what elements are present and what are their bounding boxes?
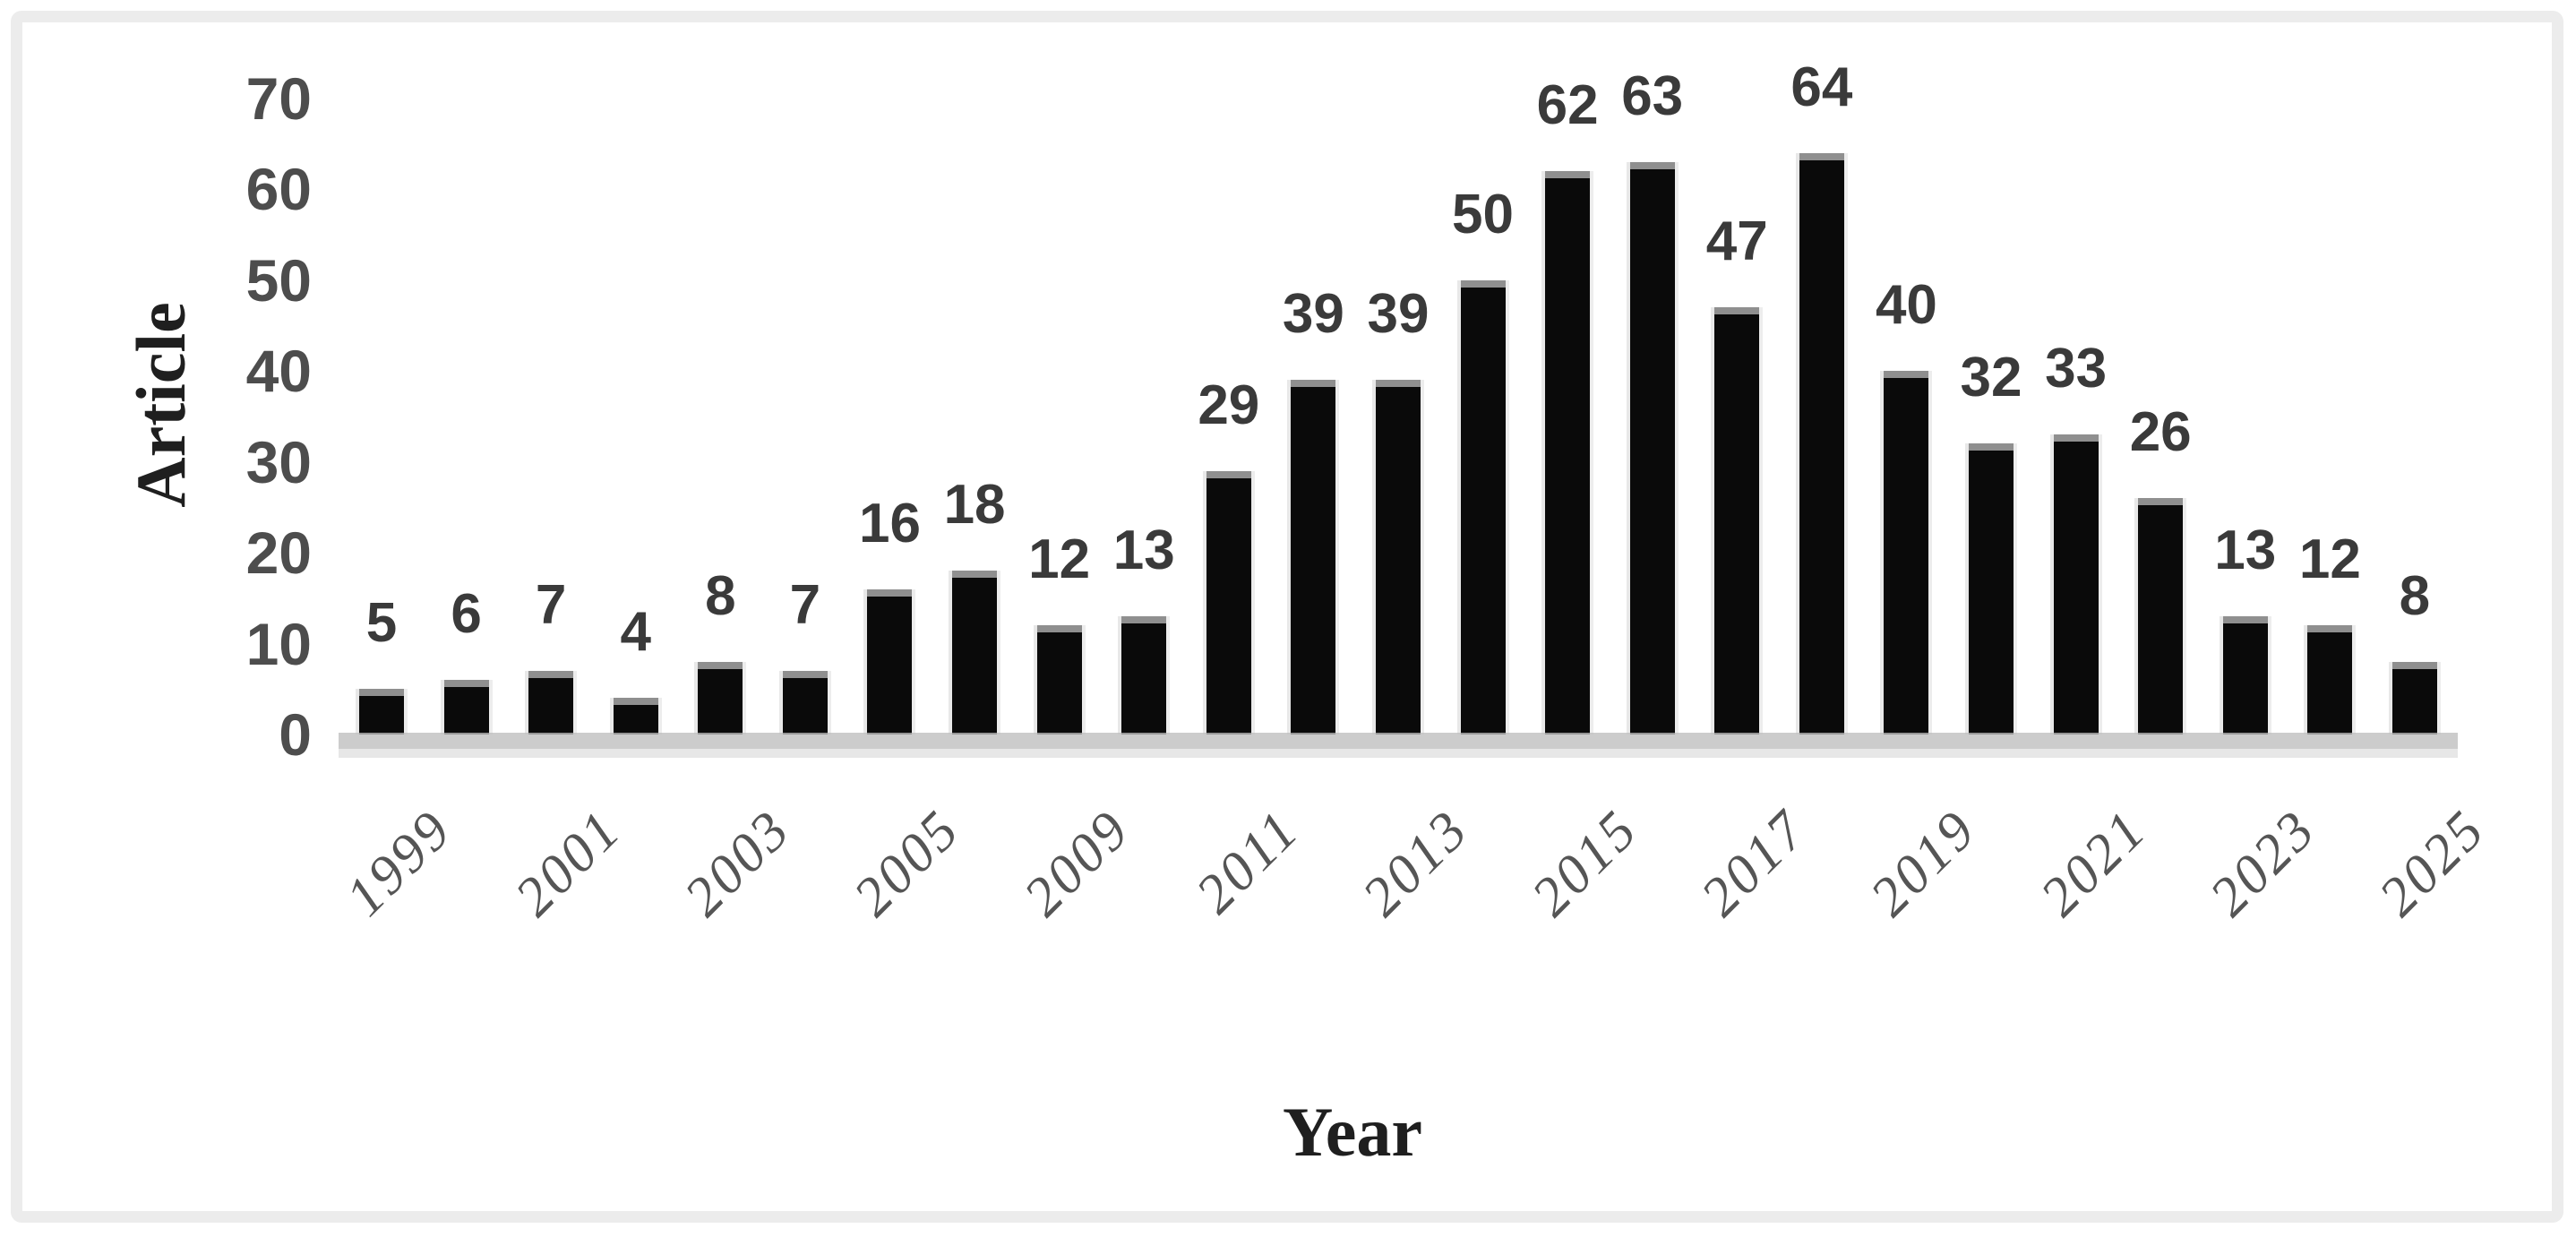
y-tick-label: 70	[245, 64, 312, 132]
bar-value-label: 7	[789, 574, 821, 636]
bar-value-label: 8	[705, 565, 736, 627]
y-tick-label: 10	[245, 610, 312, 677]
x-axis-line-shadow	[339, 749, 2458, 758]
bar	[1206, 471, 1251, 734]
bar-value-label: 18	[943, 474, 1006, 536]
bar	[1545, 171, 1591, 734]
bar	[1291, 380, 1336, 734]
bar	[867, 589, 913, 734]
bar-value-label: 39	[1367, 283, 1430, 345]
bar-value-label: 47	[1705, 210, 1768, 272]
bar	[1036, 625, 1082, 734]
bar-value-label: 29	[1198, 374, 1260, 436]
bar-value-label: 12	[2298, 528, 2361, 590]
bar-value-label: 4	[620, 601, 651, 663]
bar-value-label: 5	[365, 592, 398, 654]
bar-value-label: 33	[2045, 338, 2108, 399]
bar	[2222, 616, 2268, 734]
x-axis-line	[339, 733, 2458, 749]
bar	[1969, 443, 2014, 734]
bar-value-label: 40	[1875, 274, 1937, 336]
bar	[2307, 625, 2353, 734]
bar	[2053, 434, 2099, 734]
bar	[359, 689, 404, 734]
bar-value-label: 26	[2129, 401, 2192, 463]
bar	[1884, 371, 1929, 734]
y-tick-label: 20	[245, 520, 312, 587]
bar	[1799, 153, 1844, 734]
bar	[2138, 498, 2184, 734]
bar	[1121, 616, 1167, 734]
x-axis-title: Year	[1283, 1093, 1422, 1171]
bar-value-label: 39	[1282, 283, 1344, 345]
bar-value-label: 64	[1790, 56, 1853, 118]
y-tick-label: 60	[245, 156, 312, 223]
bar	[698, 662, 743, 734]
bar-value-label: 6	[451, 583, 482, 645]
bar-value-label: 32	[1960, 347, 2022, 408]
bar-value-label: 7	[535, 574, 567, 636]
bar	[952, 571, 998, 734]
bar-value-label: 62	[1536, 74, 1599, 136]
bar-value-label: 63	[1621, 65, 1684, 127]
bar-value-label: 50	[1452, 184, 1515, 245]
y-tick-label: 40	[245, 338, 312, 405]
bar	[1714, 307, 1760, 734]
bar	[782, 671, 828, 734]
bar	[2391, 662, 2437, 734]
figure-frame-border	[11, 11, 2563, 1223]
bar	[1460, 280, 1506, 734]
bar-value-label: 13	[1112, 520, 1175, 581]
y-tick-label: 50	[245, 246, 312, 314]
y-tick-label: 30	[245, 428, 312, 495]
bar	[1375, 380, 1421, 734]
bar-value-label: 12	[1028, 528, 1091, 590]
bar-value-label: 8	[2399, 565, 2431, 627]
bar	[613, 698, 658, 734]
bar-value-label: 16	[858, 493, 921, 554]
bar	[1629, 162, 1675, 734]
bar	[443, 680, 489, 734]
bar-value-label: 13	[2214, 520, 2277, 581]
y-tick-label: 0	[279, 701, 312, 768]
bar	[528, 671, 574, 734]
